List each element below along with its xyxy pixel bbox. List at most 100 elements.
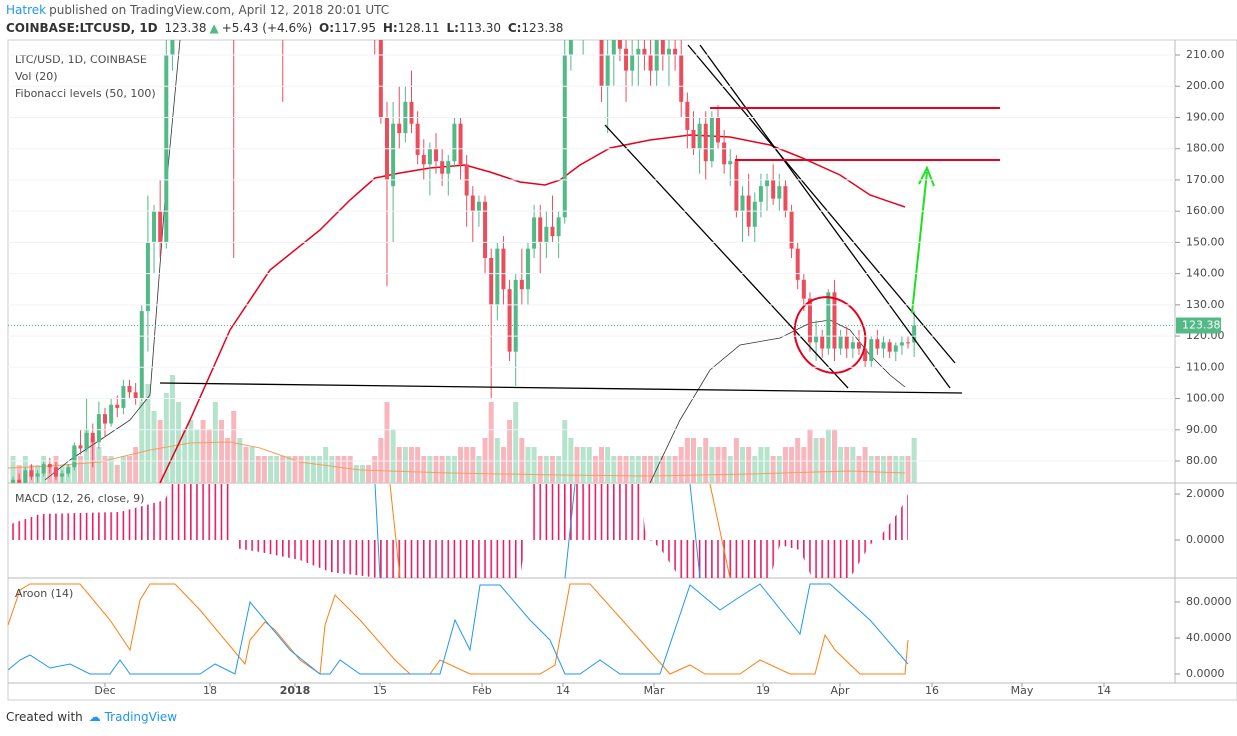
brand[interactable]: ☁ TradingView	[88, 710, 178, 724]
time-tick-label: 14	[556, 684, 570, 697]
candle-body	[525, 248, 530, 290]
publish-line: Hatrek published on TradingView.com, Apri…	[6, 3, 392, 17]
time-tick-label: Apr	[830, 684, 850, 697]
author[interactable]: Hatrek	[6, 3, 47, 17]
volume-bar	[868, 456, 874, 483]
candle-body	[483, 201, 488, 258]
volume-bar	[114, 465, 120, 483]
candle-body	[452, 123, 457, 162]
price-tick-label: 130.00	[1186, 298, 1225, 311]
time-tick-label: Mar	[644, 684, 665, 697]
time-tick-label: Feb	[472, 684, 491, 697]
candle-body	[617, 40, 622, 49]
volume-bar	[592, 456, 598, 483]
price-tick-label: 80.00	[1186, 454, 1218, 467]
last: 123.38	[164, 21, 207, 35]
candle-body	[550, 226, 555, 237]
time-tick-label: 2018	[280, 684, 311, 697]
published: published on TradingView.com, April 12, …	[49, 3, 390, 17]
candle-body	[90, 432, 95, 443]
volume-bar	[782, 447, 788, 483]
candle-body	[35, 473, 40, 477]
candle-body	[421, 154, 426, 165]
volume-bar	[507, 420, 513, 483]
volume-bar	[421, 456, 427, 483]
candle-body	[532, 217, 537, 249]
low: 113.30	[458, 21, 501, 35]
candle-body	[378, 40, 383, 118]
candle-body	[624, 48, 629, 71]
volume-bar	[874, 456, 880, 483]
volume-bar	[537, 456, 543, 483]
candle-body	[66, 467, 71, 474]
volume-bar	[887, 456, 893, 483]
trend-line	[699, 44, 951, 389]
volume-bar	[678, 447, 684, 483]
volume-bar	[666, 456, 672, 483]
volume-bar	[525, 447, 531, 483]
volume-bar	[562, 420, 568, 483]
candle-body	[60, 473, 65, 477]
candle-body	[78, 445, 83, 449]
price-tick-label: 170.00	[1186, 173, 1225, 186]
candle-body	[666, 48, 671, 55]
volume-bar	[746, 447, 752, 483]
volume-bar	[317, 456, 323, 483]
price-tick-label: 180.00	[1186, 142, 1225, 155]
candle-body	[391, 123, 396, 187]
brand-name[interactable]: TradingView	[104, 710, 178, 724]
created: Created with	[6, 710, 83, 724]
candle-body	[685, 101, 690, 130]
volume-bar	[261, 456, 267, 483]
volume-bar	[672, 456, 678, 483]
candle-body	[599, 40, 604, 87]
volume-bar	[543, 456, 549, 483]
candle-body	[458, 123, 463, 165]
volume-bar	[801, 447, 807, 483]
volume-bar	[206, 429, 212, 483]
candle-body	[53, 467, 58, 477]
volume-bar	[47, 465, 53, 483]
frame	[7, 39, 1237, 701]
candle-body	[575, 8, 579, 24]
candle-body	[881, 342, 886, 349]
volume-bar	[715, 447, 721, 483]
volume-bar	[77, 456, 83, 483]
histogram	[650, 540, 875, 578]
volume-bar	[605, 447, 611, 483]
candle-body	[783, 186, 788, 212]
candle-body	[587, 0, 591, 8]
volume-bar	[274, 456, 280, 483]
volume-bar	[286, 456, 292, 483]
highlight-ellipse	[793, 296, 867, 374]
candle-body	[23, 470, 28, 483]
volume-bar	[218, 420, 224, 483]
candle-body	[691, 129, 696, 149]
candle-body	[814, 336, 819, 343]
volume-bar	[752, 456, 758, 483]
last-price-box	[1176, 317, 1221, 334]
volume-bar	[899, 456, 905, 483]
candle-body	[728, 161, 733, 165]
volume-bar	[893, 456, 899, 483]
volume-bar	[151, 411, 157, 483]
volume-bar	[556, 456, 562, 483]
volume-bar	[304, 456, 310, 483]
volume-bar	[231, 411, 237, 483]
candle-body	[838, 336, 843, 349]
volume-bar	[758, 447, 764, 483]
candle-body	[556, 217, 561, 237]
candle-body	[697, 123, 702, 149]
candle-body	[11, 479, 16, 483]
candle-body	[605, 55, 610, 87]
candle-body	[709, 117, 714, 162]
aroon-tick-label: 0.0000	[1186, 667, 1225, 680]
aroon-title: Aroon (14)	[15, 587, 73, 600]
volume-bar	[396, 447, 402, 483]
candle-body	[906, 342, 911, 344]
candle-body	[912, 325, 917, 343]
h-label: H:	[382, 21, 398, 35]
volume-bar	[789, 447, 795, 483]
candle-body	[121, 386, 126, 408]
change: +5.43 (+4.6%)	[221, 21, 313, 35]
